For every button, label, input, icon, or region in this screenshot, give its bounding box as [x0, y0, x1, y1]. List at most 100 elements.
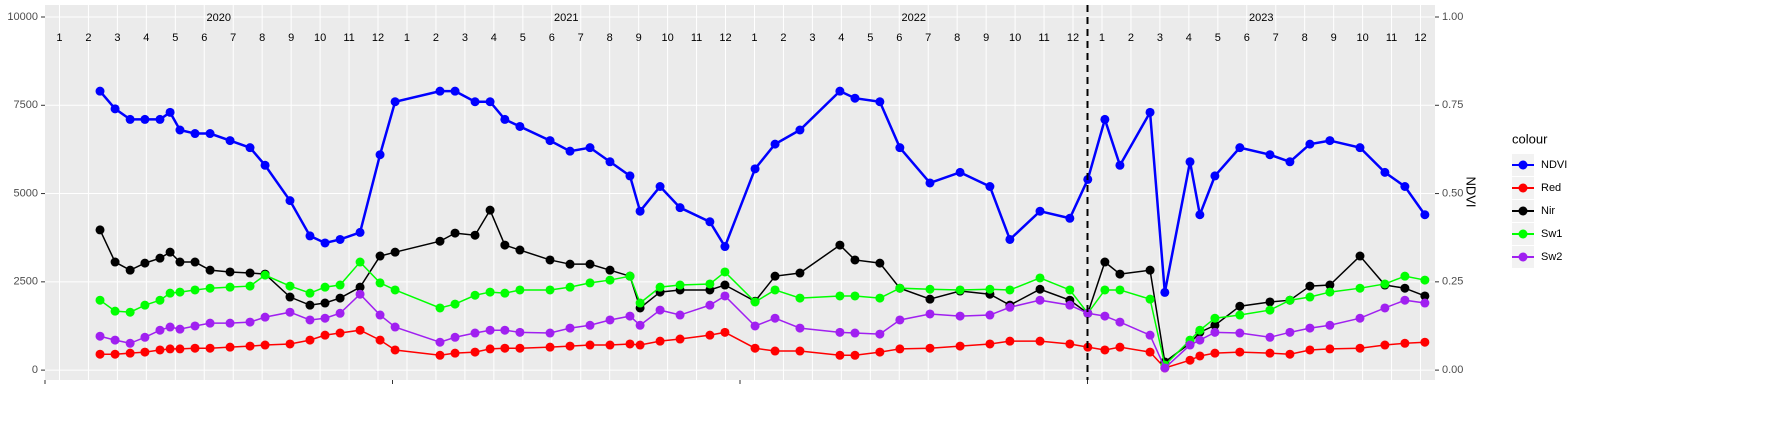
point: [655, 305, 665, 315]
year-label: 2022: [902, 12, 926, 24]
point: [750, 164, 760, 174]
point: [985, 181, 995, 191]
point: [1065, 213, 1075, 223]
x-tick-label: 1: [404, 32, 410, 44]
point: [835, 86, 845, 96]
x-tick-label: 9: [636, 32, 642, 44]
y-tick-label: 7500: [14, 99, 38, 111]
point: [1005, 285, 1015, 295]
x-tick-label: 7: [578, 32, 584, 44]
point: [125, 338, 135, 348]
point: [375, 278, 385, 288]
x-tick-label: 12: [1414, 32, 1426, 44]
point: [1235, 328, 1245, 338]
point: [1265, 348, 1275, 358]
point: [485, 205, 495, 215]
point: [1380, 340, 1390, 350]
x-tick-label: 2: [85, 32, 91, 44]
point: [165, 288, 175, 298]
point: [1005, 302, 1015, 312]
point: [390, 247, 400, 257]
point: [985, 310, 995, 320]
point: [1355, 283, 1365, 293]
point: [1035, 273, 1045, 283]
point: [155, 325, 165, 335]
point: [1420, 298, 1430, 308]
point: [485, 325, 495, 335]
point: [1355, 251, 1365, 261]
point: [110, 335, 120, 345]
point: [335, 328, 345, 338]
point: [285, 196, 295, 206]
point: [565, 341, 575, 351]
x-tick-label: 11: [343, 32, 354, 44]
point: [190, 321, 200, 331]
point: [720, 291, 730, 301]
point: [245, 317, 255, 327]
point: [175, 257, 185, 267]
point: [305, 288, 315, 298]
x-tick-label: 12: [719, 32, 731, 44]
point: [750, 321, 760, 331]
point: [1265, 297, 1275, 307]
point: [1210, 348, 1220, 358]
point: [1160, 363, 1170, 373]
point: [1235, 347, 1245, 357]
point: [605, 315, 615, 325]
point: [1115, 285, 1125, 295]
point: [375, 251, 385, 261]
point: [285, 307, 295, 317]
x-tick-label: 3: [809, 32, 815, 44]
point: [835, 291, 845, 301]
point: [515, 327, 525, 337]
point: [110, 257, 120, 267]
point: [470, 347, 480, 357]
point: [1100, 311, 1110, 321]
point: [545, 285, 555, 295]
point: [795, 323, 805, 333]
point: [1035, 336, 1045, 346]
point: [1325, 287, 1335, 297]
x-tick-label: 4: [1186, 32, 1192, 44]
point: [955, 167, 965, 177]
point: [190, 257, 200, 267]
point: [875, 97, 885, 107]
point: [450, 228, 460, 238]
point: [875, 347, 885, 357]
point: [1115, 269, 1125, 279]
point: [1235, 301, 1245, 311]
point: [225, 136, 235, 146]
point: [850, 291, 860, 301]
point: [260, 340, 270, 350]
point: [110, 349, 120, 359]
point: [795, 125, 805, 135]
point: [1185, 157, 1195, 167]
point: [675, 280, 685, 290]
point: [175, 125, 185, 135]
point: [1210, 327, 1220, 337]
point: [470, 230, 480, 240]
point: [375, 335, 385, 345]
x-tick-label: 5: [520, 32, 526, 44]
legend-label: NDVI: [1541, 159, 1567, 171]
point: [1195, 335, 1205, 345]
point: [285, 281, 295, 291]
point: [500, 240, 510, 250]
point: [720, 242, 730, 252]
point: [875, 293, 885, 303]
point: [1210, 171, 1220, 181]
point: [1420, 291, 1430, 301]
point: [260, 160, 270, 170]
x-tick-label: 10: [661, 32, 673, 44]
point: [720, 327, 730, 337]
point: [1195, 351, 1205, 361]
x-tick-label: 1: [1099, 32, 1105, 44]
point: [895, 315, 905, 325]
point: [1160, 287, 1170, 297]
point: [155, 253, 165, 263]
point: [720, 267, 730, 277]
x-tick-label: 2: [1128, 32, 1134, 44]
point: [1420, 210, 1430, 220]
point: [335, 280, 345, 290]
point: [335, 308, 345, 318]
